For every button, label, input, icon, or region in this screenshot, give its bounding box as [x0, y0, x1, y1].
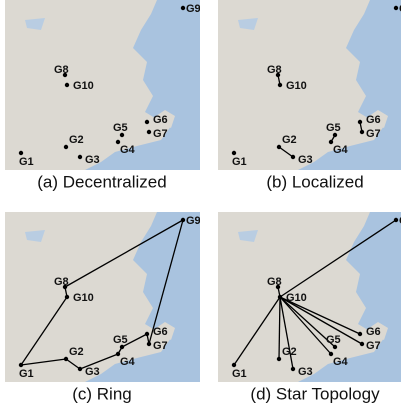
node	[65, 83, 69, 87]
node	[291, 155, 295, 159]
node-label: G6	[153, 326, 168, 338]
node	[181, 6, 185, 10]
node	[394, 6, 398, 10]
panel-caption: (c) Ring	[72, 384, 132, 403]
node	[78, 155, 82, 159]
node	[65, 295, 69, 299]
panel: G1G2G3G4G5G6G7G8G9G10(d) Star Topology	[218, 212, 401, 403]
panel-caption: (d) Star Topology	[250, 384, 380, 403]
node-label: G10	[286, 292, 307, 304]
node	[145, 120, 149, 124]
map: G1G2G3G4G5G6G7G8G9G10	[218, 0, 401, 170]
node-label: G5	[326, 334, 341, 346]
node-label: G10	[286, 80, 307, 92]
node-label: G4	[333, 144, 349, 156]
node-label: G6	[366, 326, 381, 338]
node	[78, 367, 82, 371]
node-label: G7	[366, 340, 381, 352]
node	[19, 363, 23, 367]
node-label: G8	[54, 64, 69, 76]
node	[278, 83, 282, 87]
node-label: G1	[19, 368, 34, 380]
node-label: G1	[232, 156, 247, 168]
node-label: G3	[85, 154, 100, 166]
node	[64, 357, 68, 361]
node-label: G8	[267, 64, 282, 76]
node	[19, 151, 23, 155]
node-label: G1	[232, 368, 247, 380]
node	[147, 130, 151, 134]
node	[277, 357, 281, 361]
node	[181, 218, 185, 222]
node-label: G6	[366, 114, 381, 126]
node-label: G7	[153, 340, 168, 352]
node-label: G5	[326, 122, 341, 134]
node-label: G1	[19, 156, 34, 168]
node	[277, 145, 281, 149]
node-label: G3	[85, 366, 100, 378]
node	[360, 130, 364, 134]
node-label: G8	[267, 276, 282, 288]
node	[358, 332, 362, 336]
node	[232, 363, 236, 367]
node	[232, 151, 236, 155]
figure: G1G2G3G4G5G6G7G8G9G10(a) DecentralizedG1…	[0, 0, 401, 414]
node-label: G7	[153, 128, 168, 140]
node	[360, 342, 364, 346]
node-label: G7	[366, 128, 381, 140]
node-label: G9	[186, 3, 201, 15]
node	[147, 342, 151, 346]
node-label: G6	[153, 114, 168, 126]
node-label: G8	[54, 276, 69, 288]
node-label: G4	[120, 356, 136, 368]
panel-caption: (a) Decentralized	[37, 172, 166, 191]
node-label: G5	[113, 334, 128, 346]
node-label: G9	[186, 215, 201, 227]
node-label: G4	[120, 144, 136, 156]
node-label: G10	[73, 292, 94, 304]
node-label: G5	[113, 122, 128, 134]
node	[358, 120, 362, 124]
node	[145, 332, 149, 336]
node-label: G10	[73, 80, 94, 92]
node-label: G2	[282, 346, 297, 358]
node	[278, 295, 282, 299]
node	[291, 367, 295, 371]
node-label: G3	[298, 366, 313, 378]
node-label: G3	[298, 154, 313, 166]
panel: G1 G2G3 G4 G5 G6 G7 G8 G9 G10 (a) Decentralized	[5, 0, 201, 191]
node	[394, 218, 398, 222]
node-label: G2	[69, 134, 84, 146]
panel-caption: (b) Localized	[266, 172, 363, 191]
node-label: G2	[69, 346, 84, 358]
node	[64, 145, 68, 149]
node-label: G2	[282, 134, 297, 146]
node-label: G4	[333, 356, 349, 368]
